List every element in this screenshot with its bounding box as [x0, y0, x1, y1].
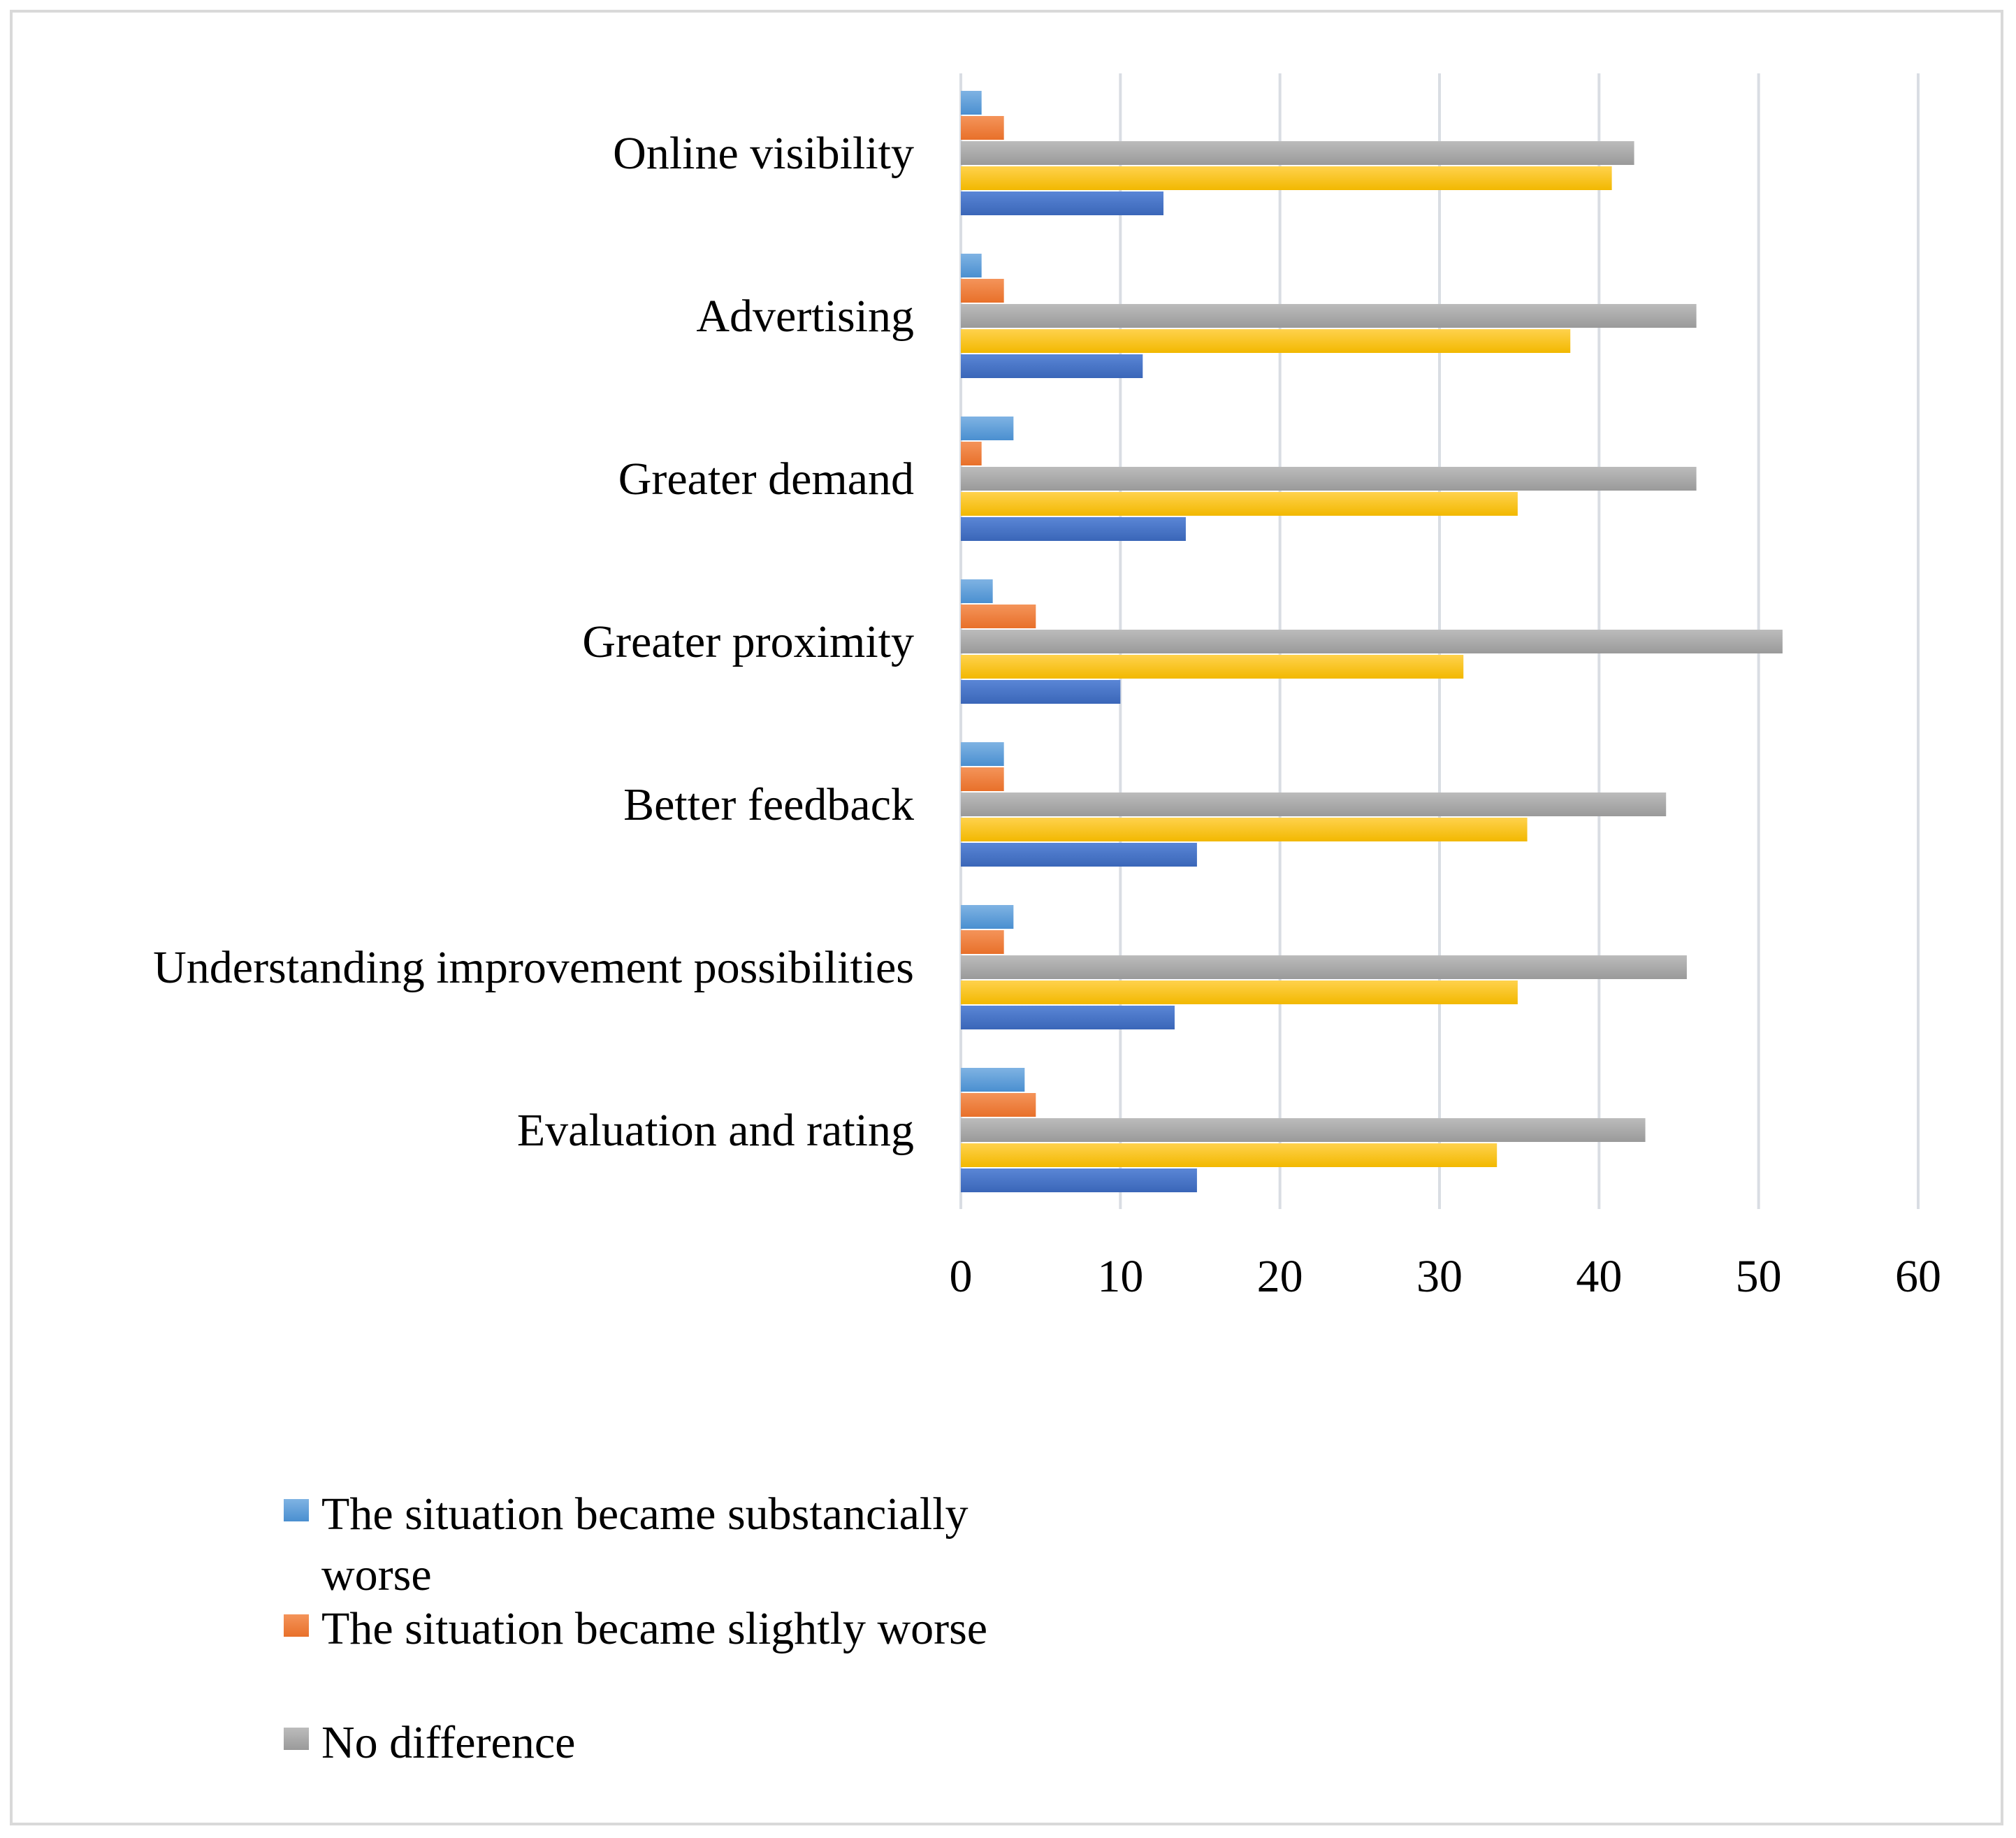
bar-3-2 [961, 630, 1783, 653]
bar-2-3 [961, 492, 1518, 516]
bar-0-0 [961, 91, 982, 115]
x-tick-label: 50 [1736, 1251, 1782, 1302]
category-label: Understanding improvement possibilities [153, 942, 914, 993]
bar-0-2 [961, 141, 1634, 165]
x-tick-label: 10 [1097, 1251, 1143, 1302]
bar-0-4 [961, 191, 1163, 215]
bar-0-1 [961, 116, 1004, 140]
bar-5-4 [961, 1006, 1175, 1029]
bar-1-3 [961, 329, 1571, 353]
bar-0-3 [961, 166, 1612, 190]
x-tick-label: 60 [1895, 1251, 1941, 1302]
x-tick-label: 0 [950, 1251, 973, 1302]
legend-label: The situation became slightly worse [321, 1603, 987, 1654]
category-label: Greater demand [618, 454, 914, 505]
bar-2-1 [961, 442, 982, 465]
legend-swatch [284, 1499, 309, 1521]
bar-5-0 [961, 905, 1014, 929]
category-label: Online visibility [613, 128, 914, 179]
x-tick-label: 20 [1257, 1251, 1303, 1302]
bar-3-3 [961, 655, 1464, 679]
category-label: Better feedback [623, 779, 914, 830]
bar-1-2 [961, 304, 1697, 328]
bar-6-4 [961, 1168, 1197, 1192]
bar-5-1 [961, 930, 1004, 954]
bar-6-0 [961, 1068, 1025, 1092]
bars [961, 91, 1783, 1192]
category-label: Advertising [696, 291, 914, 342]
bar-2-0 [961, 417, 1014, 440]
bar-6-3 [961, 1143, 1498, 1167]
bar-2-4 [961, 517, 1186, 541]
category-label: Greater proximity [582, 616, 914, 667]
x-tick-label: 30 [1416, 1251, 1463, 1302]
bar-4-3 [961, 818, 1528, 841]
bar-4-2 [961, 793, 1667, 816]
bar-1-0 [961, 254, 982, 277]
bar-4-0 [961, 742, 1004, 766]
bar-5-3 [961, 980, 1518, 1004]
bar-1-1 [961, 279, 1004, 303]
bar-1-4 [961, 354, 1143, 378]
legend-swatch [284, 1728, 309, 1750]
legend-label: The situation became substancially [321, 1489, 969, 1540]
category-labels: Online visibility Advertising Greater dema… [153, 128, 914, 1156]
legend: The situation became substancially worseT… [284, 1489, 987, 1768]
bar-3-0 [961, 579, 993, 603]
category-label: Evaluation and rating [517, 1105, 914, 1156]
bar-5-2 [961, 955, 1687, 979]
legend-label: No difference [321, 1717, 575, 1768]
x-tick-labels: 0 10 20 30 40 50 60 [950, 1251, 1942, 1302]
legend-swatch [284, 1614, 309, 1637]
legend-label: worse [321, 1549, 432, 1600]
bar-4-4 [961, 843, 1197, 867]
bar-6-1 [961, 1093, 1036, 1117]
bar-2-2 [961, 467, 1697, 491]
x-tick-label: 40 [1576, 1251, 1622, 1302]
bar-6-2 [961, 1118, 1646, 1142]
bar-3-4 [961, 680, 1121, 704]
bar-4-1 [961, 767, 1004, 791]
bar-3-1 [961, 605, 1036, 628]
